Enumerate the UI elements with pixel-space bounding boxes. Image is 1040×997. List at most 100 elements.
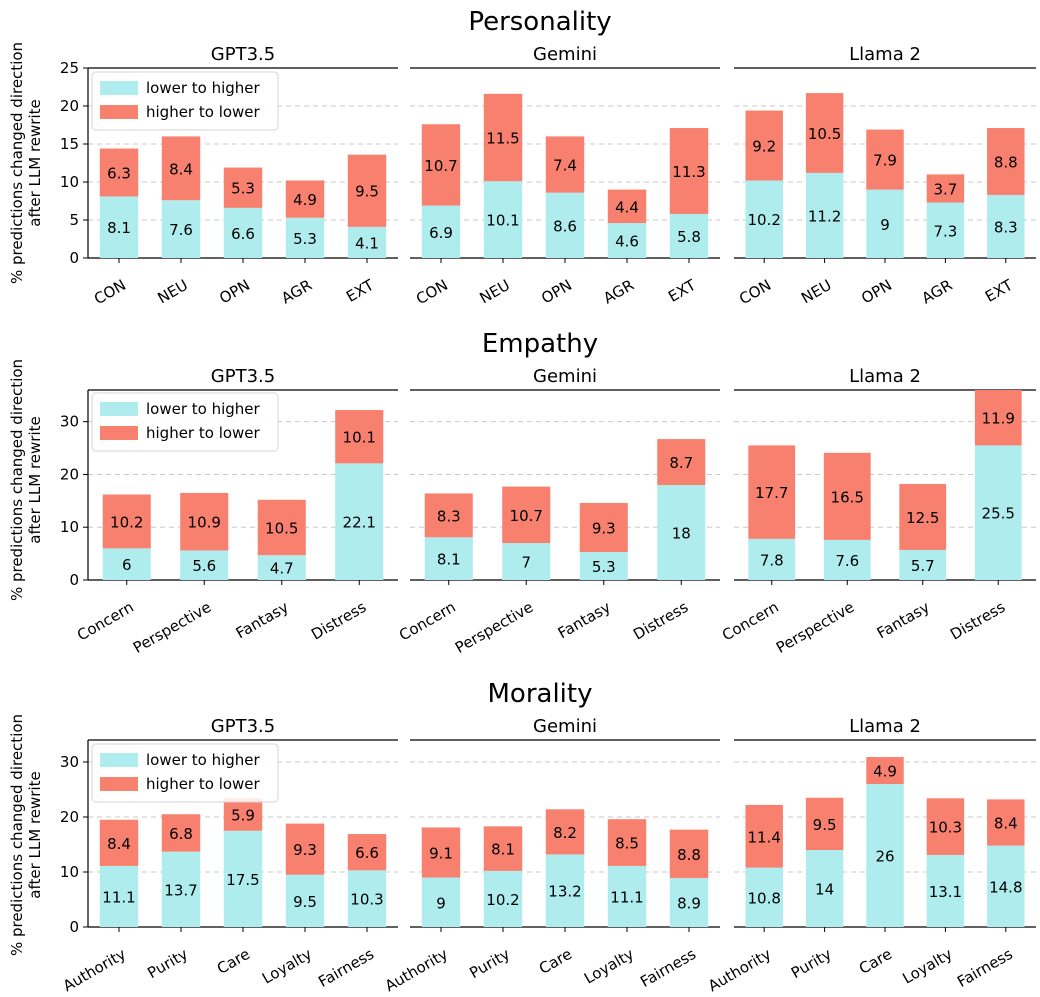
bar-higher-to-lower [421, 827, 461, 878]
bar-label-higher: 10.7 [510, 507, 543, 525]
x-tick-label: Purity [466, 945, 513, 982]
x-tick-label: Fairness [954, 945, 1016, 991]
bar-label-higher: 4.9 [293, 191, 317, 209]
x-tick-label: OPN [216, 276, 253, 308]
bar-label-higher: 12.5 [906, 509, 939, 527]
bar-lower-to-higher [607, 865, 647, 927]
bar-lower-to-higher [545, 854, 585, 927]
bar-label-higher: 11.9 [982, 410, 1015, 428]
bar-lower-to-higher [285, 217, 325, 258]
bar-label-lower: 13.2 [548, 883, 581, 901]
bar-higher-to-lower [745, 804, 783, 868]
bar-label-higher: 8.4 [107, 835, 131, 853]
bar-higher-to-lower [748, 445, 796, 539]
bar-label-lower: 13.1 [929, 883, 962, 901]
bar-higher-to-lower [579, 502, 628, 553]
bar-label-higher: 4.9 [873, 763, 897, 781]
bar-lower-to-higher [257, 555, 306, 580]
legend-label: higher to lower [146, 775, 261, 793]
x-tick-label: Distress [308, 598, 369, 644]
bar-label-lower: 5.3 [592, 558, 616, 576]
bar-label-higher: 10.3 [929, 819, 962, 837]
bar-label-higher: 11.4 [747, 828, 780, 846]
bar-higher-to-lower [483, 93, 523, 182]
x-tick-label: OPN [538, 276, 575, 308]
x-tick-label: Authority [60, 945, 129, 995]
x-tick-label: Concern [74, 598, 137, 645]
x-tick-label: Perspective [773, 598, 857, 657]
x-tick-label: AGR [919, 276, 956, 308]
bar-label-lower: 11.2 [808, 207, 841, 225]
panel-gemini: Gemini 8.1 8.3 Concern 7 10.7 Perspective 5.3 9.… [396, 366, 720, 657]
panel-gpt3-5: GPT3.5 6 10.2 Concern 5.6 10.9 Perspective 4.7 1… [60, 366, 398, 657]
bar-higher-to-lower [657, 439, 706, 485]
panel-gemini: Gemini 9 9.1 Authority 10.2 8.1 Purity 13.2 8.2 C… [382, 716, 720, 995]
x-tick-label: CON [413, 276, 451, 308]
x-tick-label: Purity [788, 945, 835, 982]
y-tick-label: 15 [60, 135, 79, 153]
panel-title: Gemini [533, 44, 597, 65]
bar-label-lower: 6.9 [429, 224, 453, 242]
y-axis-label: % predictions changed directionafter LLM… [8, 42, 44, 284]
bar-lower-to-higher [926, 854, 965, 927]
bar-lower-to-higher [745, 180, 783, 258]
bar-label-higher: 10.7 [424, 157, 457, 175]
bar-higher-to-lower [823, 452, 871, 540]
y-tick-label: 0 [69, 249, 79, 267]
bar-label-lower: 9.5 [293, 893, 317, 911]
bar-higher-to-lower [866, 757, 904, 784]
y-axis-label-line: after LLM rewrite [26, 99, 44, 226]
bar-label-lower: 4.7 [270, 560, 294, 578]
x-tick-label: Concern [719, 598, 782, 645]
y-tick-label: 10 [60, 173, 79, 191]
row-empathy: Empathy % predictions changed directionaf… [8, 329, 1036, 657]
legend-box [91, 392, 279, 452]
bar-label-lower: 7.8 [760, 551, 784, 569]
bar-label-higher: 6.3 [107, 165, 131, 183]
panel-llama-2: Llama 2 10.2 9.2 CON 11.2 10.5 NEU 9 7.9 OPN 7.3 3.… [734, 44, 1036, 308]
bar-label-higher: 9.3 [293, 841, 317, 859]
bar-label-lower: 10.3 [350, 891, 383, 909]
bar-higher-to-lower [257, 499, 306, 556]
bar-label-higher: 9.3 [592, 519, 616, 537]
bar-label-higher: 16.5 [831, 488, 864, 506]
bar-label-higher: 10.5 [265, 519, 298, 537]
bar-lower-to-higher [657, 485, 706, 580]
bar-label-higher: 10.5 [808, 125, 841, 143]
bar-lower-to-higher [805, 172, 844, 258]
bar-label-lower: 7.6 [835, 552, 859, 570]
bar-label-higher: 17.7 [755, 484, 788, 502]
panel-title: GPT3.5 [211, 366, 275, 387]
bar-higher-to-lower [347, 154, 387, 227]
y-tick-label: 20 [60, 465, 79, 483]
bar-label-lower: 7.6 [169, 221, 193, 239]
bar-lower-to-higher [421, 205, 461, 258]
x-tick-label: Loyalty [581, 945, 637, 988]
bar-higher-to-lower [483, 826, 523, 871]
bar-lower-to-higher [987, 845, 1025, 927]
x-tick-label: NEU [155, 276, 191, 307]
bar-lower-to-higher [180, 550, 229, 580]
bar-label-lower: 7.3 [933, 222, 957, 240]
bar-label-lower: 11.1 [610, 888, 643, 906]
bar-higher-to-lower [180, 492, 229, 551]
bar-label-lower: 26 [875, 848, 894, 866]
bar-higher-to-lower [285, 823, 325, 875]
y-tick-label: 0 [69, 571, 79, 589]
bar-higher-to-lower [805, 93, 844, 173]
bar-lower-to-higher [987, 194, 1025, 258]
panel-title: GPT3.5 [211, 44, 275, 65]
bar-lower-to-higher [483, 870, 523, 927]
bar-lower-to-higher [347, 870, 387, 927]
x-tick-label: Fantasy [874, 598, 933, 643]
bar-label-lower: 8.6 [553, 217, 577, 235]
x-tick-label: NEU [798, 276, 834, 307]
x-tick-label: Fantasy [233, 598, 292, 643]
bar-higher-to-lower [161, 136, 201, 201]
y-tick-label: 30 [60, 413, 79, 431]
bar-lower-to-higher [745, 867, 783, 927]
x-tick-label: EXT [343, 275, 378, 305]
x-tick-label: Care [856, 945, 895, 978]
bar-higher-to-lower [974, 390, 1022, 446]
bar-higher-to-lower [285, 180, 325, 218]
